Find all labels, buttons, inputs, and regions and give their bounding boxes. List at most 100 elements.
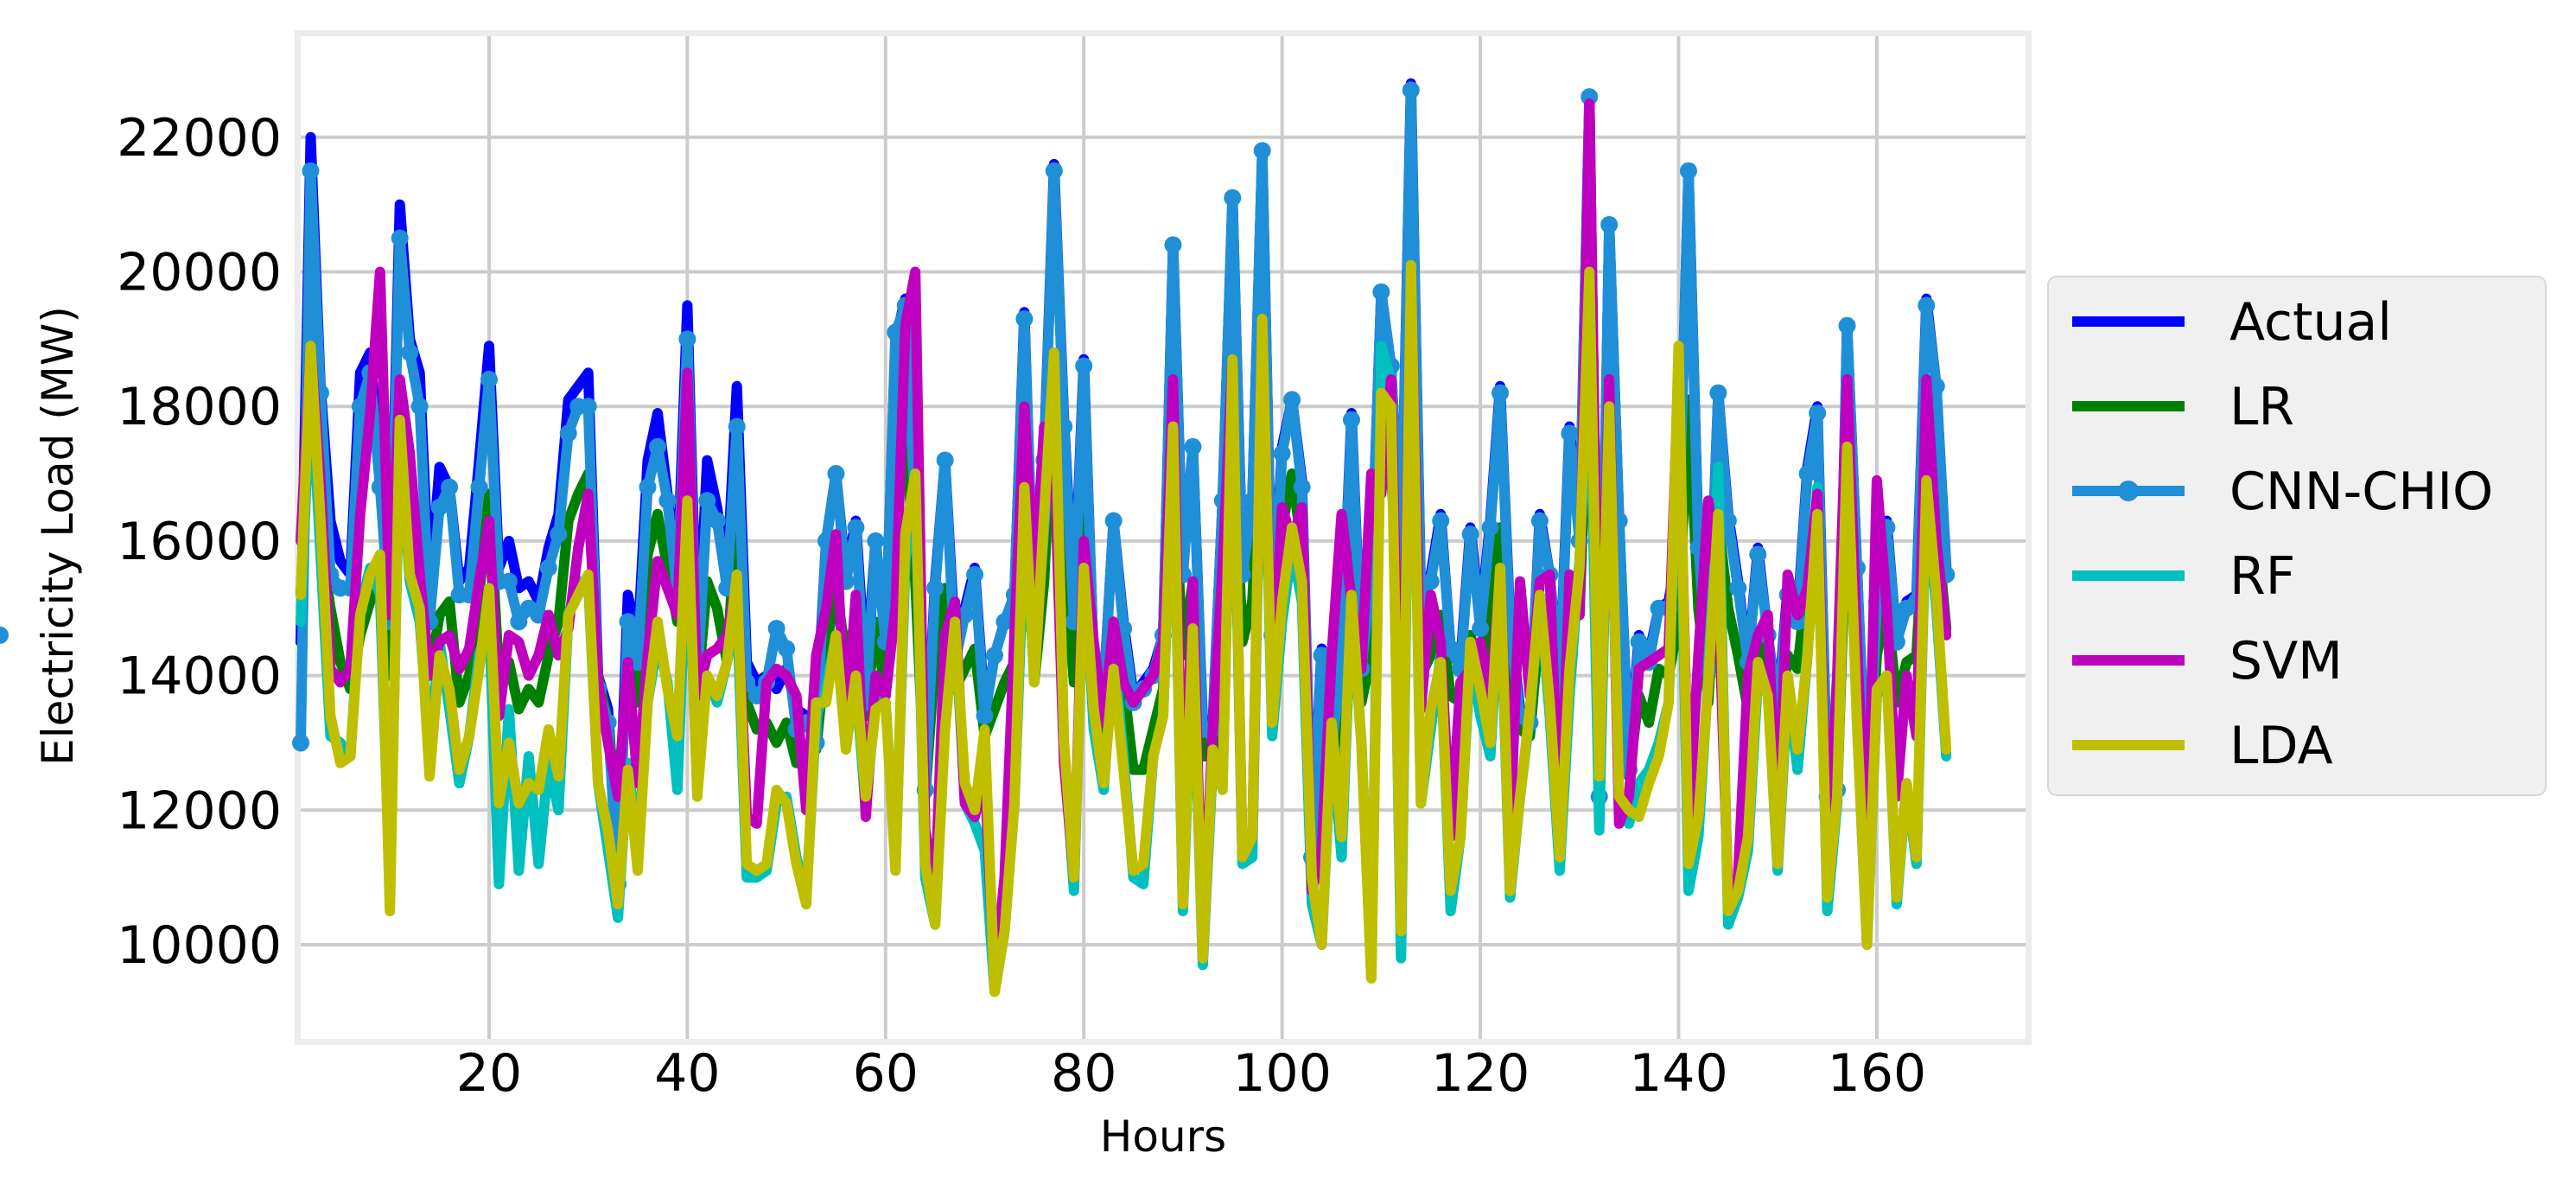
data-point-cnn-chio — [648, 437, 666, 456]
x-tick-label: 140 — [1629, 1043, 1728, 1104]
data-point-cnn-chio — [1709, 384, 1727, 402]
data-point-cnn-chio — [1630, 633, 1648, 651]
y-tick-label: 16000 — [117, 512, 282, 572]
data-point-cnn-chio — [767, 620, 786, 638]
data-point-cnn-chio — [302, 162, 320, 180]
data-point-cnn-chio — [1164, 236, 1182, 254]
y-tick-label: 22000 — [117, 108, 282, 169]
legend-item-svm: SVM — [2072, 631, 2343, 691]
data-point-cnn-chio — [966, 565, 984, 583]
data-point-cnn-chio — [441, 478, 459, 496]
x-tick-label: 160 — [1828, 1043, 1927, 1104]
data-point-cnn-chio — [499, 572, 518, 590]
series-lda — [296, 259, 1952, 997]
legend-label: CNN-CHIO — [2229, 462, 2493, 522]
data-point-cnn-chio — [778, 640, 796, 658]
x-tick-label: 80 — [1051, 1043, 1116, 1104]
data-point-cnn-chio — [708, 512, 726, 530]
data-point-cnn-chio — [1045, 162, 1063, 180]
data-point-cnn-chio — [539, 559, 557, 577]
data-point-cnn-chio — [1184, 437, 1202, 456]
data-point-cnn-chio — [1253, 142, 1271, 160]
data-point-cnn-chio — [847, 519, 865, 537]
data-point-cnn-chio — [827, 465, 845, 483]
y-tick-labels: 10000 12000 14000 16000 18000 20000 22000 — [117, 108, 282, 976]
data-point-cnn-chio — [639, 478, 657, 496]
legend-label: LDA — [2229, 716, 2333, 776]
legend-item-lr: LR — [2072, 377, 2294, 437]
data-point-cnn-chio — [926, 579, 945, 597]
legend: Actual LR CNN-CHIO RF SVM LDA — [2047, 276, 2547, 796]
series-lines — [0, 78, 1956, 997]
legend-label: Actual — [2229, 292, 2392, 353]
x-tick-label: 100 — [1232, 1043, 1332, 1104]
data-point-cnn-chio — [391, 229, 409, 247]
data-point-cnn-chio — [1492, 384, 1510, 402]
data-point-cnn-chio — [658, 492, 677, 510]
data-point-cnn-chio — [1481, 519, 1499, 537]
legend-label: LR — [2229, 377, 2294, 437]
data-point-cnn-chio — [1432, 512, 1450, 530]
data-point-cnn-chio — [1372, 283, 1390, 301]
data-point-cnn-chio — [1600, 215, 1619, 233]
data-point-cnn-chio — [1313, 647, 1331, 665]
x-tick-label: 40 — [654, 1043, 720, 1104]
data-point-cnn-chio — [1749, 545, 1767, 564]
data-point-cnn-chio — [1342, 411, 1360, 429]
data-point-cnn-chio — [985, 647, 1003, 665]
data-point-cnn-chio — [867, 532, 885, 550]
data-point-cnn-chio — [936, 451, 954, 469]
data-point-cnn-chio — [470, 478, 488, 496]
data-point-cnn-chio — [976, 707, 994, 725]
x-tick-label: 120 — [1431, 1043, 1530, 1104]
y-tick-label: 10000 — [117, 915, 282, 976]
data-point-cnn-chio — [1809, 404, 1827, 422]
x-tick-labels: 20 40 60 80 100 120 140 160 — [456, 1043, 1926, 1104]
data-point-cnn-chio — [1422, 572, 1440, 590]
legend-item-lda: LDA — [2072, 716, 2333, 776]
data-point-cnn-chio — [1224, 188, 1242, 207]
data-point-cnn-chio — [995, 613, 1014, 631]
data-point-cnn-chio — [1104, 512, 1123, 530]
x-tick-label: 60 — [853, 1043, 919, 1104]
x-axis-label: Hours — [1100, 1112, 1226, 1162]
data-point-cnn-chio — [410, 398, 429, 416]
legend-item-actual: Actual — [2072, 292, 2392, 353]
data-point-cnn-chio — [292, 734, 309, 752]
data-point-cnn-chio — [0, 626, 9, 644]
legend-label: SVM — [2229, 631, 2343, 691]
data-point-cnn-chio — [401, 343, 419, 361]
data-point-cnn-chio — [510, 613, 528, 631]
data-point-cnn-chio — [1679, 162, 1697, 180]
series-line-lda — [296, 259, 1952, 997]
data-point-cnn-chio — [430, 498, 448, 516]
data-point-cnn-chio — [1402, 81, 1420, 99]
data-point-cnn-chio — [698, 492, 716, 510]
data-point-cnn-chio — [1798, 465, 1816, 483]
data-point-cnn-chio — [1838, 316, 1856, 334]
data-point-cnn-chio — [1472, 620, 1490, 638]
data-point-cnn-chio — [1461, 526, 1479, 544]
data-point-cnn-chio — [351, 398, 369, 416]
data-point-cnn-chio — [1015, 309, 1034, 328]
legend-item-rf: RF — [2072, 546, 2295, 607]
data-point-cnn-chio — [1283, 391, 1301, 409]
data-point-cnn-chio — [579, 398, 597, 416]
data-point-cnn-chio — [1561, 424, 1579, 443]
data-point-cnn-chio — [1075, 357, 1093, 375]
y-tick-label: 20000 — [117, 242, 282, 303]
y-tick-label: 14000 — [117, 647, 282, 707]
data-point-cnn-chio — [550, 526, 568, 544]
data-point-cnn-chio — [678, 330, 696, 348]
legend-label: RF — [2229, 546, 2295, 607]
y-axis-label: Electricity Load (MW) — [33, 306, 83, 766]
data-point-cnn-chio — [1273, 444, 1291, 462]
data-point-cnn-chio — [559, 424, 577, 443]
legend-item-cnn-chio: CNN-CHIO — [2072, 462, 2493, 522]
data-point-cnn-chio — [1293, 478, 1311, 496]
data-point-cnn-chio — [1530, 512, 1549, 530]
y-tick-label: 18000 — [117, 377, 282, 437]
data-point-cnn-chio — [480, 371, 498, 389]
data-point-cnn-chio — [1918, 296, 1936, 315]
